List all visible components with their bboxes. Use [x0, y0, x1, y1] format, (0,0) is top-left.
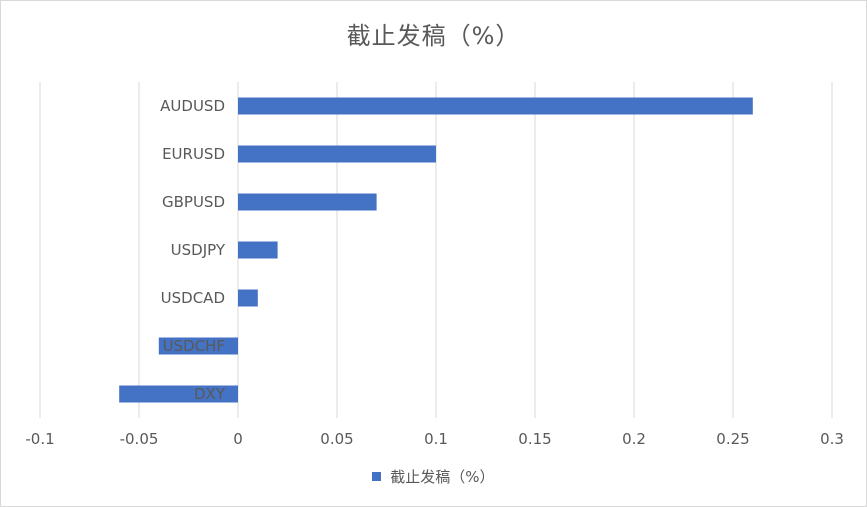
- category-labels: AUDUSD EURUSD GBPUSD USDJPY USDCAD USDCHF DXY: [160, 97, 226, 403]
- bar: [238, 289, 258, 307]
- legend-swatch: [372, 472, 382, 481]
- x-tick-label: 0.3: [820, 430, 844, 448]
- bar: [119, 385, 238, 403]
- bar: [238, 97, 753, 115]
- x-tick-label: 0.1: [424, 430, 448, 448]
- chart-title: 截止发稿（%）: [346, 22, 521, 50]
- category-label: USDJPY: [171, 241, 226, 259]
- legend-label: 截止发稿（%）: [390, 468, 495, 486]
- x-tick-label: 0.05: [320, 430, 353, 448]
- category-label: USDCAD: [161, 289, 225, 307]
- bar: [158, 337, 238, 355]
- bars: [119, 97, 753, 403]
- bar: [238, 193, 377, 211]
- legend: 截止发稿（%）: [0, 466, 867, 487]
- x-tick-label: 0.15: [518, 430, 551, 448]
- category-label: EURUSD: [162, 145, 225, 163]
- x-tick-labels: -0.1 -0.05 0 0.05 0.1 0.15 0.2 0.25 0.3: [25, 430, 844, 448]
- category-label: AUDUSD: [160, 97, 225, 115]
- gridlines: [39, 82, 833, 418]
- x-tick-label: 0: [233, 430, 243, 448]
- x-tick-label: -0.05: [120, 430, 159, 448]
- bar: [238, 145, 436, 163]
- category-label: USDCHF: [163, 337, 225, 355]
- x-tick-label: -0.1: [25, 430, 54, 448]
- category-label: GBPUSD: [162, 193, 225, 211]
- category-label: DXY: [194, 385, 226, 403]
- x-tick-label: 0.2: [622, 430, 646, 448]
- bar: [238, 241, 278, 259]
- x-tick-label: 0.25: [716, 430, 749, 448]
